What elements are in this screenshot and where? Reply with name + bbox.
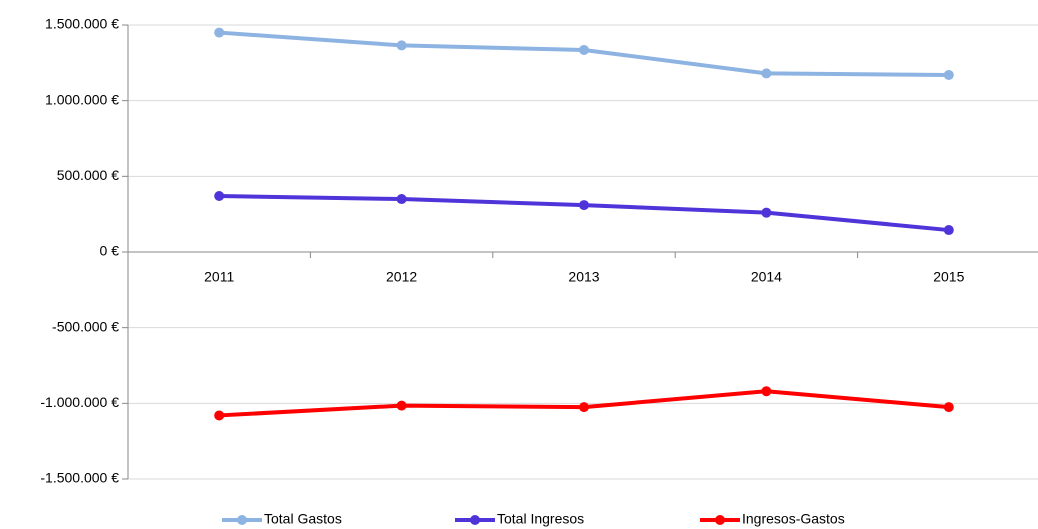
y-tick-label: 1.000.000 € [45, 91, 119, 107]
x-tick-label: 2012 [386, 269, 417, 285]
y-tick-label: 0 € [100, 243, 120, 259]
y-tick-label: -500.000 € [52, 318, 119, 334]
legend-label: Total Ingresos [497, 511, 584, 527]
x-tick-label: 2013 [568, 269, 599, 285]
data-point [579, 200, 589, 211]
legend-marker [715, 515, 725, 525]
data-point [579, 44, 589, 55]
data-point [396, 194, 407, 205]
y-tick-label: -1.000.000 € [40, 394, 119, 410]
data-point [214, 410, 225, 421]
data-point [761, 386, 772, 397]
data-point [396, 40, 407, 51]
x-tick-label: 2015 [933, 269, 964, 285]
data-point [761, 207, 772, 218]
legend-marker [237, 515, 247, 525]
data-point [214, 27, 225, 38]
data-point [396, 400, 407, 411]
y-tick-label: 500.000 € [57, 167, 119, 183]
legend-label: Total Gastos [264, 511, 342, 527]
y-tick-label: -1.500.000 € [40, 470, 119, 486]
y-tick-label: 1.500.000 € [45, 16, 119, 32]
legend-marker [470, 515, 480, 525]
legend-label: Ingresos-Gastos [742, 511, 845, 527]
x-tick-label: 2011 [204, 269, 234, 285]
x-tick-label: 2014 [751, 269, 782, 285]
data-point [943, 225, 954, 236]
data-point [579, 402, 589, 413]
data-point [761, 68, 772, 79]
data-point [214, 191, 225, 202]
data-point [943, 402, 954, 413]
data-point [943, 69, 954, 80]
